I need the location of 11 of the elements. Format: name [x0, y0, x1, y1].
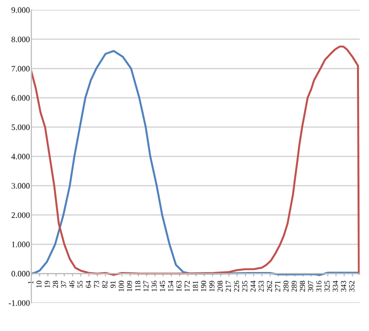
- y-tick-label: 3.000: [12, 183, 30, 189]
- y-tick-label: 6.000: [12, 95, 30, 101]
- y-tick-label: 9.000: [11, 7, 30, 13]
- y-tick-label: 7.000: [12, 66, 30, 72]
- y-tick-label: 2.000: [12, 212, 30, 218]
- y-tick-label: -1.000: [8, 300, 30, 306]
- y-tick-label: 5.000: [12, 124, 30, 130]
- y-tick-label: 0.000: [12, 270, 30, 277]
- y-tick-label: 8.000: [12, 36, 30, 42]
- y-tick-label: 1.000: [12, 242, 30, 248]
- y-tick-label: 4.000: [11, 154, 30, 160]
